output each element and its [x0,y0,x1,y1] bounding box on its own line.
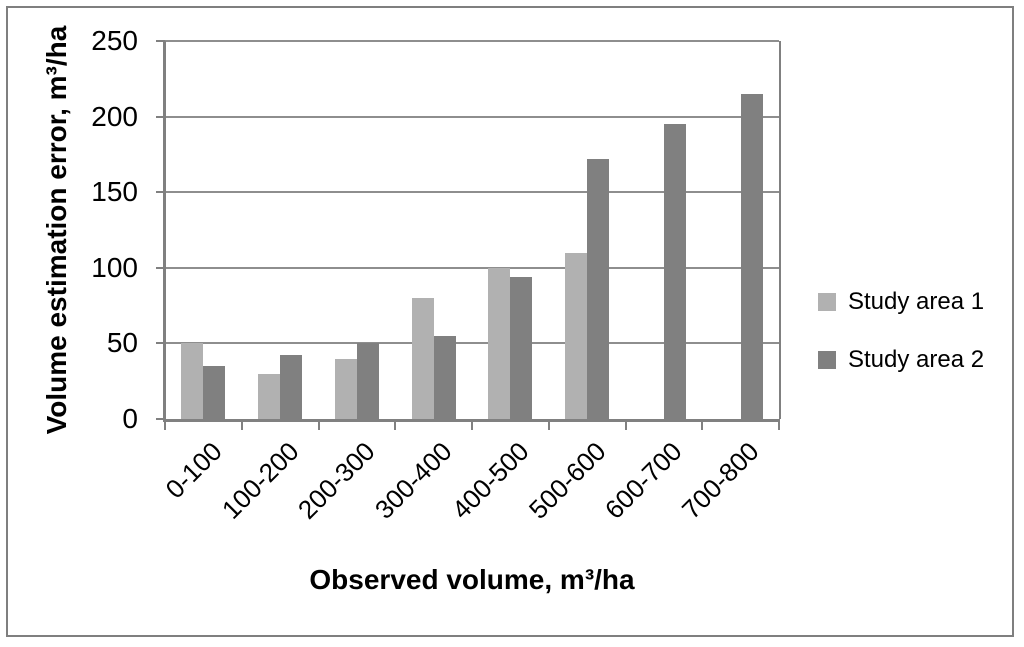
y-axis-line [163,41,166,419]
bar-study-area-1 [565,253,587,419]
y-tick-label: 100 [91,251,138,283]
y-tick-label: 150 [91,176,138,208]
bar-study-area-2 [587,159,609,419]
y-tick-label: 0 [122,403,138,434]
y-tick [156,342,165,345]
legend-item: Study area 1 [818,288,984,316]
legend-label: Study area 2 [848,346,985,373]
y-tick [156,191,165,194]
y-tick [156,266,165,269]
y-tick [156,115,165,118]
x-tick [471,419,473,430]
legend: Study area 1 Study area 2 [818,288,984,404]
y-tick-label: 50 [106,327,138,359]
bar-study-area-2 [280,355,302,419]
bar-study-area-2 [741,94,763,419]
x-axis-title: Observed volume, m³/ha [309,564,635,595]
x-tick [394,419,397,430]
x-tick [240,419,243,430]
x-tick [778,419,780,430]
gridline [165,342,779,345]
y-axis-title: Volume estimation error, m³/ha [41,25,72,435]
x-tick [701,419,704,430]
gridline [165,266,779,269]
legend-swatch [818,293,836,311]
bar-study-area-1 [412,298,434,419]
x-axis-line [163,419,779,422]
bar-study-area-2 [434,336,456,419]
bar-study-area-2 [203,366,225,419]
bar-study-area-1 [258,374,280,419]
gridline [165,191,779,194]
y-tick [156,40,165,42]
legend-swatch [818,351,836,369]
y-tick-label: 250 [91,25,138,56]
legend-label: Study area 1 [848,288,985,315]
bar-study-area-1 [488,268,510,419]
gridline [165,40,779,42]
x-tick [317,419,320,430]
y-tick-label: 200 [91,100,138,132]
bar-study-area-2 [664,124,686,419]
plot-area [165,41,779,419]
bar-study-area-1 [335,359,357,419]
x-tick [624,419,627,430]
x-tick [547,419,550,430]
bar-study-area-2 [510,277,532,419]
x-tick [164,419,166,430]
legend-item: Study area 2 [818,346,984,374]
plot-right-border [779,41,781,419]
bar-study-area-2 [357,343,379,419]
gridline [165,115,779,118]
bar-study-area-1 [181,343,203,419]
y-tick [156,418,165,420]
